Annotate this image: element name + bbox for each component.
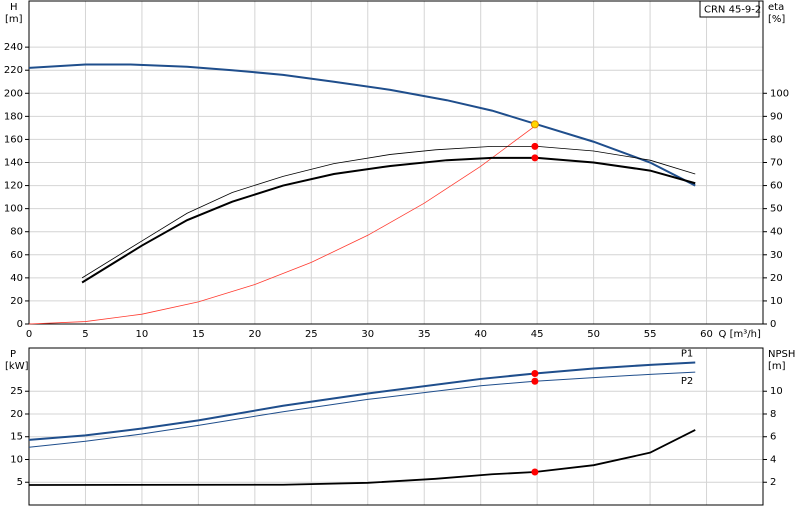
duty-point: [531, 468, 539, 476]
y2-tick-label: 100: [770, 88, 789, 99]
curve: [28, 429, 696, 486]
y2-axis-label: eta: [768, 2, 784, 13]
y2-tick-label: 0: [770, 319, 776, 330]
plot-frame: [28, 347, 764, 506]
y-tick-label: 0: [17, 319, 23, 330]
y-tick-label: 200: [4, 88, 23, 99]
x-tick-label: 0: [26, 329, 32, 340]
y2-tick-label: 40: [770, 227, 783, 238]
duty-point: [531, 154, 539, 162]
y-tick-label: 180: [4, 111, 23, 122]
title-box: [699, 0, 760, 18]
y2-tick-label: 60: [770, 181, 783, 192]
curve: [81, 145, 696, 279]
y-axis-unit: [m]: [5, 14, 23, 25]
y2-tick-label: 4: [770, 454, 776, 465]
y2-tick-label: 10: [770, 296, 783, 307]
x-tick-label: 30: [361, 329, 374, 340]
y-tick-label: 100: [4, 204, 23, 215]
plot-frame: [28, 0, 764, 325]
y-tick-label: 10: [10, 454, 23, 465]
series-label: P2: [681, 376, 693, 387]
y-tick-label: 60: [10, 250, 23, 261]
x-tick-label: 15: [192, 329, 205, 340]
x-tick-label: 20: [248, 329, 261, 340]
y-tick-label: 160: [4, 134, 23, 145]
y-tick-label: 20: [10, 409, 23, 420]
y2-tick-label: 30: [770, 250, 783, 261]
y2-tick-label: 20: [770, 273, 783, 284]
curve: [28, 371, 696, 448]
duty-point: [531, 369, 539, 377]
y2-tick-label: 50: [770, 204, 783, 215]
y2-axis-unit: [%]: [768, 14, 785, 25]
y-tick-label: 25: [10, 386, 23, 397]
y-tick-label: 220: [4, 65, 23, 76]
y2-axis-unit: [m]: [768, 361, 786, 372]
y2-tick-label: 6: [770, 432, 776, 443]
y-tick-label: 5: [17, 477, 23, 488]
x-tick-label: 25: [305, 329, 318, 340]
y-tick-label: 140: [4, 158, 23, 169]
y2-tick-label: 10: [770, 386, 783, 397]
y2-tick-label: 90: [770, 111, 783, 122]
y-tick-label: 15: [10, 432, 23, 443]
x-tick-label: 5: [82, 329, 88, 340]
curve: [81, 156, 696, 284]
y-tick-label: 20: [10, 296, 23, 307]
curve: [28, 63, 696, 187]
duty-point: [531, 142, 539, 150]
series-label: P1: [681, 349, 693, 360]
y-axis-unit: [kW]: [5, 361, 29, 372]
y2-tick-label: 2: [770, 477, 776, 488]
chart-title: CRN 45-9-2: [704, 5, 761, 16]
x-tick-label: 45: [531, 329, 544, 340]
y2-tick-label: 70: [770, 158, 783, 169]
x-tick-label: 60: [700, 329, 713, 340]
y-tick-label: 40: [10, 273, 23, 284]
duty-point: [531, 377, 539, 385]
y2-axis-label: NPSH: [768, 349, 795, 360]
curve: [28, 361, 696, 441]
x-tick-label: 50: [587, 329, 600, 340]
y-axis-label: P: [10, 349, 16, 360]
x-tick-label: 55: [644, 329, 657, 340]
x-axis-label: Q [m³/h]: [719, 329, 761, 340]
curve: [28, 124, 538, 325]
y-tick-label: 240: [4, 42, 23, 53]
y-axis-label: H: [10, 2, 18, 13]
y-tick-label: 120: [4, 181, 23, 192]
x-tick-label: 40: [474, 329, 487, 340]
duty-point: [530, 120, 539, 129]
y-tick-label: 80: [10, 227, 23, 238]
x-tick-label: 10: [136, 329, 149, 340]
x-tick-label: 35: [418, 329, 431, 340]
y2-tick-label: 80: [770, 134, 783, 145]
y2-tick-label: 8: [770, 409, 776, 420]
